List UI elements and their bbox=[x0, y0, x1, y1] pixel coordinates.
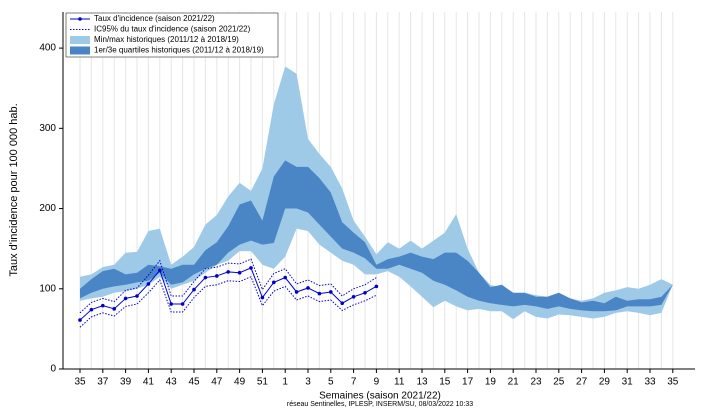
x-tick-label: 29 bbox=[599, 377, 611, 388]
x-tick-label: 45 bbox=[188, 377, 200, 388]
point bbox=[237, 270, 242, 275]
x-tick-label: 13 bbox=[416, 377, 428, 388]
point bbox=[101, 303, 105, 308]
ci-line bbox=[79, 276, 377, 328]
legend-swatch bbox=[70, 36, 90, 44]
point bbox=[260, 295, 265, 300]
legend-label: 1er/3e quartiles historiques (2011/12 à … bbox=[94, 46, 264, 55]
caption: réseau Sentinelles, IPLESP, INSERM/SU, 0… bbox=[287, 401, 473, 408]
point bbox=[226, 270, 230, 274]
x-tick-label: 39 bbox=[120, 377, 132, 388]
y-axis-title: Taux d'incidence pour 100 000 hab. bbox=[8, 103, 20, 276]
point bbox=[306, 286, 310, 290]
point bbox=[89, 307, 94, 312]
y-tick-label: 400 bbox=[39, 43, 56, 54]
point bbox=[123, 296, 128, 301]
y-tick-label: 100 bbox=[39, 283, 56, 294]
x-axis-title: Semaines (saison 2021/22) bbox=[319, 391, 441, 402]
y-tick-label: 0 bbox=[50, 364, 56, 375]
y-tick-label: 300 bbox=[39, 123, 56, 134]
point bbox=[340, 301, 345, 306]
x-tick-label: 21 bbox=[508, 377, 520, 388]
point bbox=[192, 287, 196, 292]
point bbox=[158, 268, 162, 273]
point bbox=[317, 291, 322, 296]
point bbox=[351, 294, 356, 299]
legend-label: IC95% du taux d'incidence (saison 2021/2… bbox=[94, 25, 251, 34]
legend-swatch bbox=[70, 46, 90, 55]
x-tick-label: 19 bbox=[485, 377, 497, 388]
x-tick-label: 17 bbox=[462, 377, 474, 388]
legend-label: Min/max historiques (2011/12 à 2018/19) bbox=[94, 35, 239, 44]
x-tick-label: 11 bbox=[394, 377, 405, 388]
legend-swatch bbox=[78, 17, 82, 21]
x-tick-label: 31 bbox=[622, 377, 634, 388]
point bbox=[203, 275, 208, 280]
point bbox=[112, 307, 116, 311]
point bbox=[215, 274, 219, 278]
x-tick-label: 49 bbox=[234, 377, 246, 388]
point bbox=[146, 282, 151, 286]
band bbox=[80, 66, 673, 320]
point bbox=[135, 294, 139, 298]
ci-line bbox=[79, 258, 377, 314]
point bbox=[272, 280, 276, 285]
x-tick-label: 43 bbox=[166, 377, 178, 388]
point bbox=[294, 290, 299, 294]
point bbox=[180, 302, 185, 306]
legend-label: Taux d'incidence (saison 2021/22) bbox=[94, 14, 215, 23]
x-tick-label: 25 bbox=[553, 377, 565, 388]
x-tick-label: 23 bbox=[530, 377, 542, 388]
x-tick-label: 35 bbox=[74, 377, 86, 388]
point bbox=[363, 290, 367, 295]
y-tick-label: 200 bbox=[39, 203, 56, 214]
legend-box bbox=[65, 12, 279, 58]
point bbox=[78, 318, 82, 322]
x-tick-label: 15 bbox=[439, 377, 451, 388]
x-tick-label: 3 bbox=[305, 377, 311, 388]
x-tick-label: 33 bbox=[644, 377, 656, 388]
x-tick-label: 37 bbox=[97, 377, 109, 388]
x-tick-label: 1 bbox=[282, 377, 288, 388]
x-tick-label: 7 bbox=[351, 377, 357, 388]
point bbox=[169, 302, 173, 306]
point bbox=[374, 284, 379, 289]
point bbox=[329, 290, 333, 294]
x-tick-label: 5 bbox=[328, 377, 334, 388]
x-tick-label: 35 bbox=[667, 377, 679, 388]
x-tick-label: 41 bbox=[143, 377, 155, 388]
x-tick-label: 47 bbox=[211, 377, 223, 388]
x-tick-label: 27 bbox=[576, 377, 588, 388]
x-tick-label: 51 bbox=[257, 377, 269, 388]
x-tick-label: 9 bbox=[374, 377, 380, 388]
point bbox=[283, 275, 288, 280]
point bbox=[249, 266, 253, 270]
